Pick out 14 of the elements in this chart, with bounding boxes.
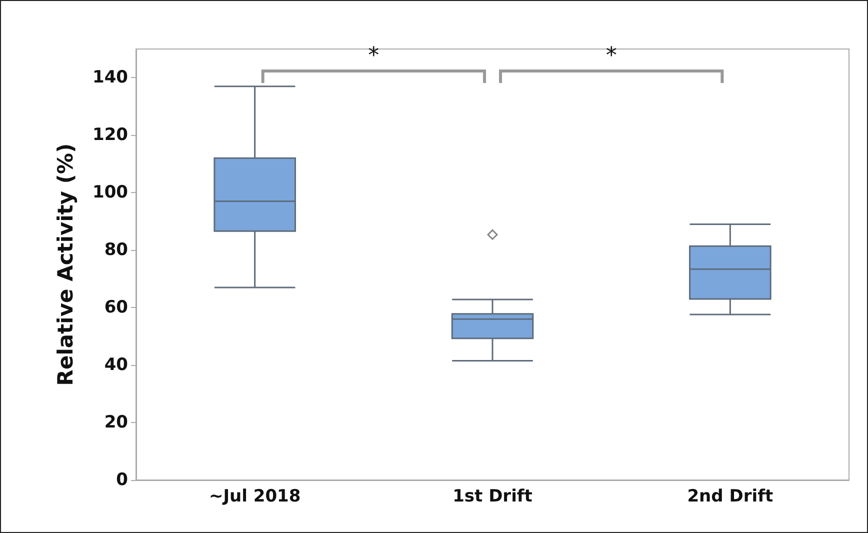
y-tick-label: 60 xyxy=(104,298,128,318)
x-tick-label: ~Jul 2018 xyxy=(208,486,301,506)
y-tick-label: 120 xyxy=(92,125,128,146)
y-tick-label: 20 xyxy=(104,412,128,433)
x-tick-label: 2nd Drift xyxy=(687,486,774,506)
x-tick-label: 1st Drift xyxy=(452,486,532,506)
y-tick-label: 40 xyxy=(104,355,128,376)
annotation: * xyxy=(368,44,380,68)
y-tick-label: 140 xyxy=(92,68,128,88)
y-tick-label: 0 xyxy=(116,470,128,490)
y-tick-label: 80 xyxy=(104,240,128,260)
annotation: * xyxy=(606,44,617,68)
y-tick-label: 100 xyxy=(92,182,128,203)
y-axis-title: Relative Activity (%) xyxy=(54,143,78,386)
